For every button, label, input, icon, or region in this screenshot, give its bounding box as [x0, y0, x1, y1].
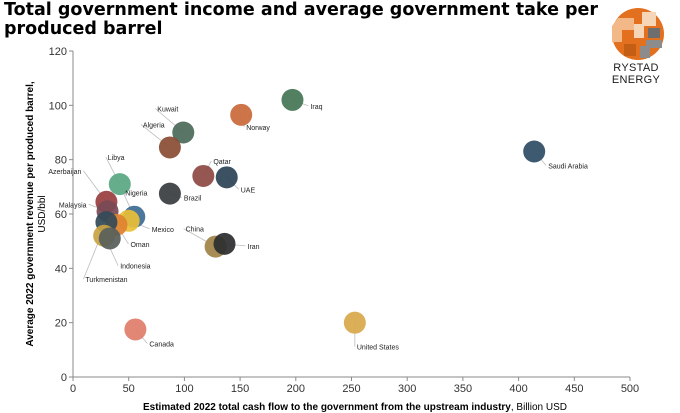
point-iraq	[281, 88, 304, 111]
x-tick-label: 500	[621, 383, 639, 395]
label-algeria: Algeria	[143, 122, 165, 129]
y-tick-label: 120	[49, 46, 67, 58]
label-kuwait: Kuwait	[157, 107, 178, 114]
label-iran: Iran	[248, 244, 260, 251]
label-qatar: Qatar	[213, 159, 231, 166]
label-iraq: Iraq	[310, 104, 322, 111]
label-china: China	[186, 227, 204, 234]
label-nigeria: Nigeria	[125, 191, 147, 198]
y-tick-label: 60	[55, 209, 67, 221]
label-mexico: Mexico	[152, 227, 174, 234]
label-azerbaijan: Azerbaijan	[48, 169, 81, 176]
label-saudi-arabia: Saudi Arabia	[548, 164, 588, 171]
y-axis-unit: USD/bbl	[37, 195, 48, 232]
label-canada: Canada	[149, 341, 174, 348]
label-indonesia: Indonesia	[120, 264, 150, 271]
point-uae	[215, 166, 238, 189]
point-united-states	[343, 311, 366, 334]
label-united-states: United States	[357, 345, 400, 352]
x-tick-label: 50	[123, 383, 135, 395]
point-algeria	[158, 136, 181, 159]
x-axis-title: Estimated 2022 total cash flow to the go…	[143, 402, 567, 413]
chart-title: Total government income and average gove…	[4, 0, 599, 39]
x-tick-label: 250	[342, 383, 360, 395]
point-iran	[213, 232, 236, 255]
x-axis-title-text: Estimated 2022 total cash flow to the go…	[143, 402, 511, 413]
y-tick-label: 100	[49, 100, 67, 112]
point-norway	[230, 103, 253, 126]
point-unlabeled	[98, 227, 121, 250]
x-tick-label: 300	[398, 383, 416, 395]
label-libya: Libya	[108, 155, 125, 162]
brand-name: RYSTAD ENERGY	[611, 62, 661, 86]
x-tick-label: 400	[509, 383, 527, 395]
y-tick-label: 20	[55, 318, 67, 330]
label-norway: Norway	[246, 125, 270, 132]
x-tick-label: 200	[287, 383, 305, 395]
x-tick-label: 0	[70, 383, 76, 395]
x-axis-title-sep: ,	[511, 402, 517, 413]
point-canada	[124, 318, 147, 341]
label-malaysia: Malaysia	[59, 202, 87, 209]
label-oman: Oman	[130, 242, 149, 249]
label-brazil: Brazil	[184, 196, 202, 203]
x-tick-label: 450	[565, 383, 583, 395]
x-tick-label: 350	[454, 383, 472, 395]
y-tick-label: 0	[61, 372, 67, 384]
y-tick-label: 80	[55, 155, 67, 167]
y-tick-label: 40	[55, 263, 67, 275]
x-tick-label: 100	[175, 383, 193, 395]
point-kuwait	[172, 121, 195, 144]
x-axis-unit: Billion USD	[516, 402, 567, 413]
label-turkmenistan: Turkmenistan	[85, 277, 127, 284]
x-tick-label: 150	[231, 383, 249, 395]
point-libya	[108, 173, 131, 196]
y-axis-title: Average 2022 government revenue per prod…	[25, 81, 36, 347]
point-brazil	[158, 182, 181, 205]
rystad-logo-icon	[596, 4, 680, 80]
label-uae: UAE	[241, 187, 256, 194]
point-qatar	[192, 164, 215, 187]
point-saudi-arabia	[523, 140, 546, 163]
